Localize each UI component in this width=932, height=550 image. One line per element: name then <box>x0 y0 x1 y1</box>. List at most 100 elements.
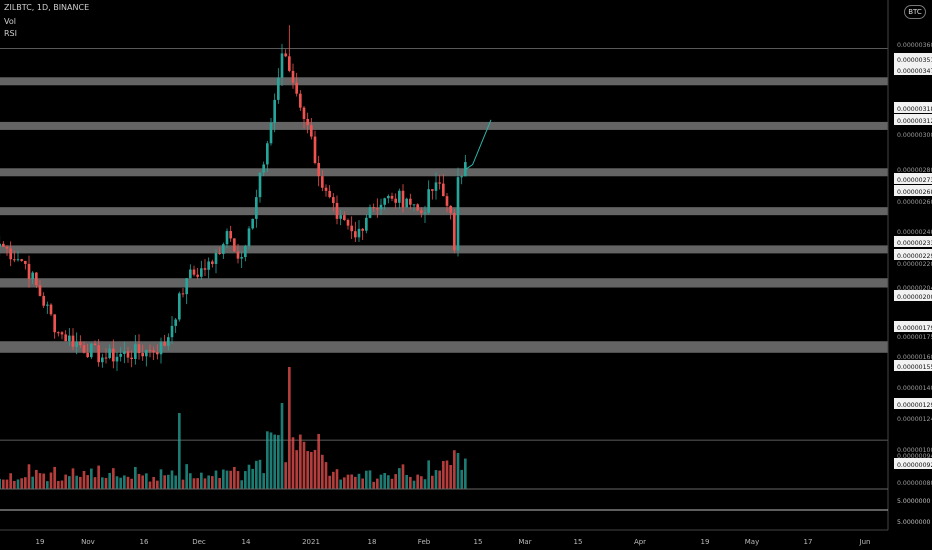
price-label: 0.00000200 <box>897 294 932 301</box>
candle <box>449 205 452 220</box>
candle-body <box>456 177 460 251</box>
volume-bar <box>295 450 298 489</box>
candle <box>5 245 9 256</box>
candle <box>13 250 16 263</box>
candle-body <box>222 244 225 254</box>
volume-bar <box>68 476 71 489</box>
volume-bar <box>335 469 339 489</box>
candle-body <box>46 304 49 306</box>
candle <box>137 334 141 360</box>
candle <box>453 209 456 254</box>
candle-body <box>214 253 218 264</box>
volume-bar <box>266 431 269 489</box>
currency-button[interactable]: BTC <box>904 5 926 19</box>
candle <box>126 347 130 363</box>
candle <box>427 180 430 215</box>
volume-bar <box>372 481 375 489</box>
candle-body <box>339 215 342 219</box>
candle-body <box>313 136 317 163</box>
volume-bar <box>361 478 364 489</box>
candle-body <box>299 93 302 108</box>
candle <box>456 167 460 257</box>
sr-zone <box>0 77 888 86</box>
volume-bar <box>9 473 12 489</box>
candle <box>306 112 309 134</box>
candle <box>335 195 339 225</box>
candle <box>464 154 467 177</box>
candle-body <box>376 208 379 210</box>
volume-bar <box>321 454 324 489</box>
price-tick: 0.00000360 <box>897 42 932 49</box>
volume-bar <box>27 464 31 489</box>
volume-bar <box>409 476 412 489</box>
candle-body <box>416 204 419 211</box>
rsi-label: RSI <box>4 29 17 38</box>
candle-body <box>401 190 405 208</box>
candle <box>46 301 49 314</box>
candle <box>170 315 174 344</box>
candle <box>390 192 394 202</box>
volume-bar <box>255 460 258 489</box>
volume-bar <box>302 441 306 489</box>
candle-body <box>75 341 78 347</box>
candle <box>420 207 423 218</box>
price-label-box <box>894 173 932 184</box>
volume-bar <box>93 477 97 489</box>
candle-body <box>123 351 126 354</box>
volume-bar <box>16 479 20 489</box>
volume-bar <box>35 469 38 489</box>
candle <box>130 350 133 368</box>
candle <box>16 250 20 262</box>
candle <box>189 264 192 279</box>
candles-layer <box>0 25 467 371</box>
volume-bar <box>218 477 221 489</box>
candle-body <box>137 344 141 354</box>
volume-bar <box>449 465 452 489</box>
time-tick: 19 <box>701 538 710 546</box>
candle <box>152 346 155 361</box>
candle-body <box>427 189 430 213</box>
volume-bar <box>354 476 357 489</box>
candle-body <box>141 353 144 357</box>
candle <box>192 265 196 277</box>
candle-body <box>49 304 53 315</box>
candle-body <box>189 269 192 279</box>
volume-bar <box>60 480 64 489</box>
candle-body <box>218 253 221 255</box>
volume-bar <box>46 481 49 489</box>
candle-body <box>387 195 390 199</box>
volume-bar <box>251 468 254 489</box>
volume-bar <box>445 460 449 489</box>
candle <box>350 216 353 240</box>
volume-bar <box>398 468 401 489</box>
candle-body <box>302 107 306 119</box>
candle-body <box>423 212 427 214</box>
candle-body <box>115 356 119 362</box>
sr-zone <box>0 245 888 254</box>
candle <box>57 331 60 337</box>
candle <box>438 174 441 190</box>
price-label-box <box>894 102 932 113</box>
volume-label: Vol <box>4 17 16 26</box>
volume-bar <box>310 451 313 489</box>
volume-bar <box>192 478 196 489</box>
candle-body <box>357 228 361 238</box>
volume-bar <box>427 460 430 489</box>
candle-body <box>277 77 280 100</box>
candle-body <box>211 261 214 264</box>
candle-body <box>405 198 408 208</box>
candle-body <box>185 278 188 295</box>
candle-body <box>53 314 56 333</box>
candle <box>365 214 368 234</box>
candle <box>156 344 159 360</box>
volume-bar <box>211 476 214 489</box>
candle-body <box>431 189 434 191</box>
candle <box>277 68 280 104</box>
candle <box>361 227 364 240</box>
volume-bar <box>280 403 284 489</box>
candle <box>266 140 269 173</box>
candle <box>394 193 397 209</box>
candle <box>134 335 137 365</box>
price-label: 0.00000318 <box>897 106 932 113</box>
